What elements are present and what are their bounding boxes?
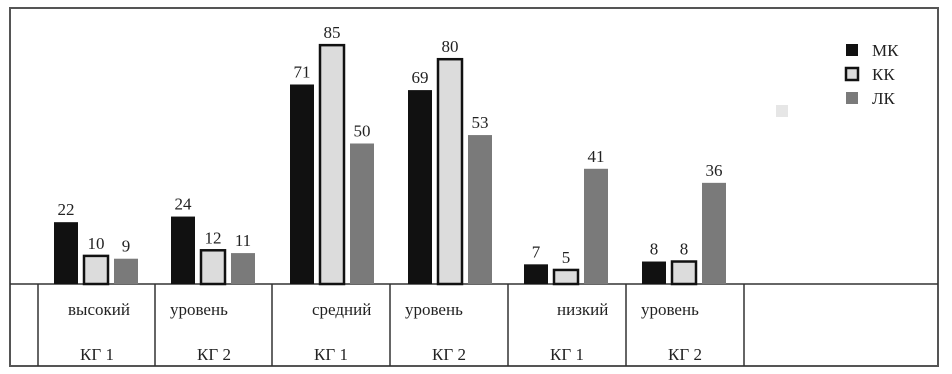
category-group-label-5: уровень — [641, 300, 699, 319]
value-label-МК-2: 71 — [294, 62, 311, 81]
bar-КК-3 — [436, 57, 464, 286]
bar-МК-0 — [54, 222, 78, 284]
chart-frame — [9, 7, 939, 367]
bar-ЛК-0 — [114, 258, 138, 284]
category-group-label-0: высокий — [68, 300, 130, 319]
bar-МК-1 — [171, 216, 195, 284]
value-label-МК-5: 8 — [650, 240, 659, 259]
value-label-КК-2: 85 — [324, 23, 341, 42]
bar-КК-0 — [82, 254, 110, 286]
category-label-5: КГ 2 — [668, 345, 702, 364]
category-group-label-1: уровень — [170, 300, 228, 319]
category-group-label-4: низкий — [557, 300, 608, 319]
value-label-ЛК-2: 50 — [354, 122, 371, 141]
bar-КК-1 — [199, 249, 227, 286]
legend-label-ЛК: ЛК — [872, 89, 896, 108]
value-label-ЛК-3: 53 — [472, 113, 489, 132]
value-label-КК-5: 8 — [680, 240, 689, 259]
legend-label-КК: КК — [872, 65, 895, 84]
bar-МК-3 — [408, 90, 432, 284]
bar-МК-5 — [642, 261, 666, 284]
value-label-ЛК-4: 41 — [588, 147, 605, 166]
category-label-1: КГ 2 — [197, 345, 231, 364]
bar-ЛК-1 — [231, 253, 255, 284]
category-label-2: КГ 1 — [314, 345, 348, 364]
bar-ЛК-3 — [468, 135, 492, 284]
category-label-0: КГ 1 — [80, 345, 114, 364]
value-label-КК-3: 80 — [442, 37, 459, 56]
bar-МК-2 — [290, 84, 314, 285]
category-label-4: КГ 1 — [550, 345, 584, 364]
legend-swatch-МК — [846, 44, 858, 56]
bar-КК-4 — [552, 268, 580, 286]
category-group-label-2: средний — [312, 300, 371, 319]
value-labels-layer: 22 10 9 24 12 11 71 85 50 69 80 53 7 5 41 8 8 36 — [58, 23, 723, 267]
value-label-МК-3: 69 — [412, 68, 429, 87]
legend: МК КК ЛК — [844, 41, 899, 108]
bars-layer — [54, 43, 726, 286]
legend-label-МК: МК — [872, 41, 899, 60]
bar-МК-4 — [524, 264, 548, 284]
value-label-ЛК-5: 36 — [706, 161, 723, 180]
bar-ЛК-2 — [350, 143, 374, 284]
value-label-МК-4: 7 — [532, 242, 541, 261]
value-label-ЛК-1: 11 — [235, 231, 251, 250]
category-label-3: КГ 2 — [432, 345, 466, 364]
value-label-КК-1: 12 — [205, 228, 222, 247]
legend-artifact-swatch — [776, 105, 788, 117]
bar-ЛК-5 — [702, 182, 726, 284]
legend-swatch-ЛК — [846, 92, 858, 104]
category-group-label-3: уровень — [405, 300, 463, 319]
value-label-КК-4: 5 — [562, 248, 571, 267]
bar-КК-5 — [670, 260, 698, 286]
value-label-КК-0: 10 — [88, 234, 105, 253]
legend-swatch-КК — [844, 66, 860, 82]
bar-КК-2 — [318, 43, 346, 286]
value-label-МК-1: 24 — [175, 195, 193, 214]
bar-ЛК-4 — [584, 168, 608, 284]
category-table: высокий уровень средний уровень низкий уровен… — [37, 284, 745, 366]
value-label-ЛК-0: 9 — [122, 237, 131, 256]
value-label-МК-0: 22 — [58, 200, 75, 219]
